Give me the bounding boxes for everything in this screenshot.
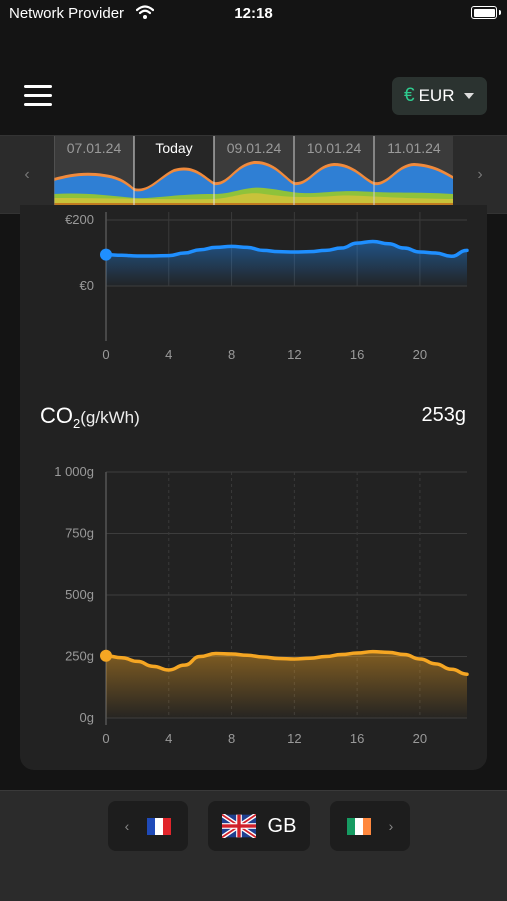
y-tick-label: €200 [65, 212, 94, 227]
chevron-right-icon: › [388, 818, 394, 834]
co2-current-value: 253g [421, 404, 467, 426]
x-tick-label: 12 [287, 731, 301, 746]
chevron-left-icon: ‹ [124, 818, 130, 834]
euro-icon: € [404, 85, 415, 106]
ireland-flag-icon [346, 817, 371, 835]
x-tick-label: 16 [350, 731, 364, 746]
currency-code: EUR [418, 86, 455, 105]
current-point-marker [100, 649, 112, 662]
y-tick-label: 0g [80, 710, 94, 725]
carrier-label: Network Provider [9, 5, 125, 22]
x-tick-label: 8 [228, 731, 235, 746]
timeline-day-4[interactable]: 11.01.24 [387, 140, 441, 156]
france-flag-icon [147, 817, 172, 835]
uk-flag-icon [221, 814, 256, 838]
co2-title-unit: (g/kWh) [80, 408, 140, 427]
x-tick-label: 8 [228, 347, 235, 362]
y-tick-label: 500g [65, 587, 94, 602]
x-tick-label: 20 [413, 347, 427, 362]
timeline-day-0[interactable]: 07.01.24 [66, 140, 122, 156]
prev-country-button[interactable]: ‹ [108, 801, 188, 851]
x-tick-label: 4 [165, 347, 172, 362]
series-area [106, 241, 467, 286]
co2-title-main: CO [40, 403, 73, 428]
current-country-button[interactable]: GB [208, 801, 310, 851]
co2-title-sub: 2 [73, 416, 81, 431]
currency-selector[interactable]: € EUR [392, 77, 487, 115]
chevron-right-icon: › [477, 165, 483, 183]
x-tick-label: 0 [102, 731, 109, 746]
x-tick-label: 20 [413, 731, 427, 746]
x-tick-label: 4 [165, 731, 172, 746]
next-country-button[interactable]: › [330, 801, 410, 851]
series-area [106, 651, 467, 718]
series-line [104, 649, 469, 676]
x-tick-label: 12 [287, 347, 301, 362]
timeline-day-2[interactable]: 09.01.24 [226, 140, 282, 156]
timeline-prev-button[interactable]: ‹ [0, 136, 54, 213]
timeline-day-3[interactable]: 10.01.24 [306, 140, 362, 156]
country-selector-bar: ‹ GB › [0, 790, 507, 901]
battery-icon [471, 6, 501, 19]
menu-button[interactable] [24, 85, 52, 107]
caret-down-icon [464, 93, 475, 99]
current-country-code: GB [267, 814, 297, 837]
timeline-day-1[interactable]: Today [155, 140, 193, 156]
status-bar: Network Provider 12:18 [0, 0, 507, 30]
y-tick-label: €0 [80, 278, 94, 293]
y-tick-label: 750g [65, 526, 94, 541]
series-line [104, 239, 469, 259]
current-point-marker [100, 248, 112, 261]
timeline-next-button[interactable]: › [453, 136, 507, 213]
y-tick-label: 1 000g [54, 464, 94, 479]
clock: 12:18 [234, 5, 273, 22]
chevron-left-icon: ‹ [24, 165, 30, 183]
x-tick-label: 16 [350, 347, 364, 362]
x-tick-label: 0 [102, 347, 109, 362]
wifi-icon [136, 5, 154, 19]
co2-title: CO2(g/kWh) [40, 403, 140, 431]
y-tick-label: 250g [65, 649, 94, 664]
